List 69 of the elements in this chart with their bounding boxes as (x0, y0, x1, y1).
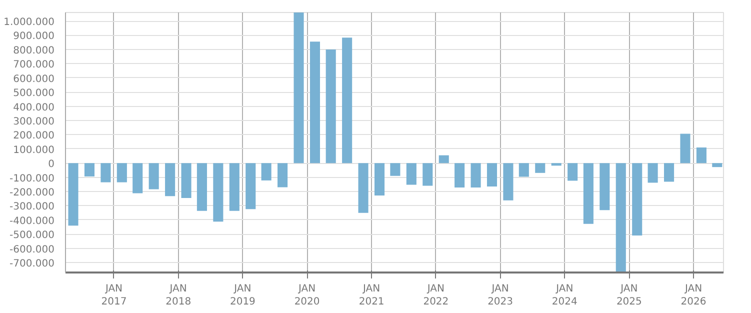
bar (132, 163, 143, 194)
bar (342, 38, 352, 164)
y-tick-label: -100.000 (10, 173, 55, 184)
bar (310, 42, 320, 164)
y-tick-label: -200.000 (10, 188, 55, 199)
bar (196, 163, 207, 211)
bar (712, 163, 722, 168)
bar (213, 163, 224, 222)
bar (438, 155, 449, 164)
x-tick-label: JAN 2019 (230, 284, 256, 308)
bar (696, 147, 706, 164)
x-tick-label: JAN 2018 (166, 284, 192, 308)
bar (680, 134, 690, 164)
bar (326, 49, 336, 164)
bar (632, 163, 642, 236)
bar (535, 163, 546, 173)
y-tick-label: 900.000 (13, 31, 55, 42)
bar (583, 163, 594, 224)
y-tick-label: 100.000 (13, 144, 55, 156)
bar (406, 163, 416, 185)
bar (486, 163, 498, 187)
y-tick-label: 300.000 (13, 116, 55, 128)
x-tick-label: JAN 2022 (423, 284, 449, 308)
y-tick-label: -600.000 (10, 244, 55, 256)
bar (294, 12, 304, 164)
x-tick-label: JAN 2017 (101, 284, 127, 308)
bar (503, 163, 514, 200)
x-tick-label: JAN 2024 (552, 284, 578, 308)
bar (278, 163, 288, 188)
y-tick-label: -400.000 (10, 216, 55, 227)
y-tick-label: -700.000 (10, 258, 55, 270)
bar (261, 163, 272, 180)
bar (229, 163, 240, 211)
y-tick-label: 200.000 (13, 130, 55, 142)
bar (518, 163, 529, 177)
y-tick-label: 700.000 (13, 60, 55, 71)
bar (84, 163, 94, 176)
y-tick-label: -300.000 (10, 202, 55, 213)
bar (165, 163, 176, 196)
y-tick-label: 1.000.000 (4, 17, 55, 28)
bar (422, 163, 433, 186)
bar (181, 163, 192, 198)
bar (568, 163, 578, 181)
y-tick-label: 600.000 (13, 74, 55, 85)
bar (358, 163, 368, 213)
x-tick-label: JAN 2020 (294, 284, 320, 308)
y-tick-label: 400.000 (13, 102, 55, 114)
bar (616, 163, 626, 272)
bar (100, 163, 111, 182)
x-tick-label: JAN 2023 (488, 284, 514, 308)
bar (600, 163, 610, 210)
y-tick-label: -500.000 (10, 230, 55, 242)
bar (246, 163, 256, 210)
x-tick-label: JAN 2025 (616, 284, 642, 308)
x-tick-label: JAN 2021 (358, 284, 384, 308)
bar (68, 163, 78, 226)
bar (116, 163, 127, 182)
x-tick-label: JAN 2026 (680, 284, 706, 308)
bar (148, 163, 159, 190)
bar (374, 163, 385, 196)
y-tick-label: 800.000 (13, 45, 55, 56)
bar (390, 163, 400, 176)
bar (648, 163, 658, 183)
bar (551, 163, 562, 166)
bar (664, 163, 674, 182)
y-tick-label: 500.000 (13, 88, 55, 100)
bar (454, 163, 465, 188)
bar (470, 163, 481, 188)
y-tick-label: 0 (48, 159, 55, 170)
